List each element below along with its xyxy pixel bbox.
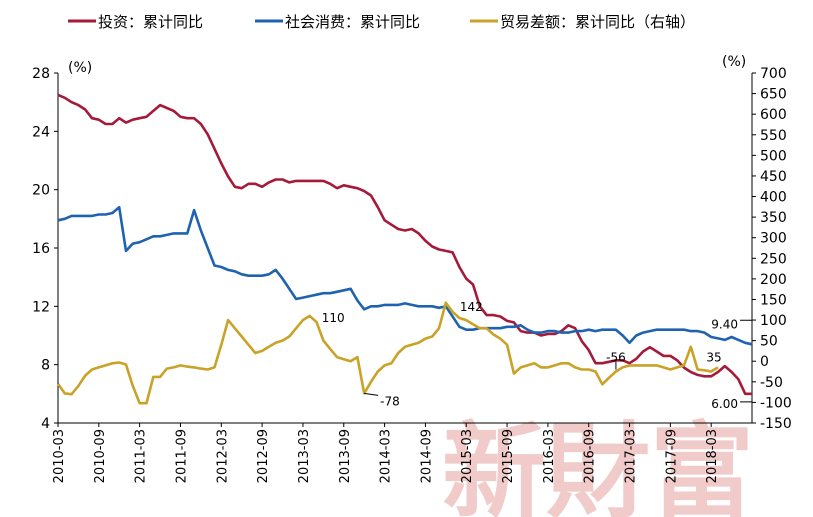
- axes: (%) (%): [57, 54, 753, 424]
- left-tick-label: 28: [32, 66, 50, 82]
- x-tick-label: 2016-09: [583, 429, 598, 483]
- x-tick-label: 2011-09: [174, 429, 189, 483]
- right-tick-label: -100: [760, 395, 792, 411]
- annotation-label: -78: [380, 394, 400, 408]
- annotation-label: 110: [322, 311, 345, 325]
- x-axis-ticks: 2010-03 2010-09 2011-03 2011-09 2012-03 2012-…: [52, 423, 720, 483]
- right-tick-label: -50: [760, 375, 783, 391]
- left-axis-unit: (%): [68, 60, 92, 76]
- right-tick-label: 350: [760, 210, 787, 226]
- x-tick-label: 2018-03: [705, 429, 720, 483]
- right-tick-label: 400: [760, 190, 787, 206]
- x-tick-label: 2016-03: [542, 429, 557, 483]
- right-tick-label: 50: [760, 334, 778, 350]
- x-tick-label: 2012-03: [215, 429, 230, 483]
- left-tick-label: 8: [41, 358, 50, 374]
- legend-label-2: 贸易差额：累计同比（右轴）: [500, 13, 695, 31]
- legend-label-1: 社会消费：累计同比: [285, 13, 420, 31]
- right-tick-label: 250: [760, 251, 787, 267]
- legend-label-0: 投资：累计同比: [98, 13, 203, 31]
- right-tick-label: 300: [760, 231, 787, 247]
- x-tick-label: 2010-03: [52, 429, 67, 483]
- annotation-leader: [740, 395, 753, 403]
- left-tick-label: 20: [32, 183, 50, 199]
- left-tick-label: 16: [32, 241, 50, 257]
- annotation-leader: [364, 392, 379, 396]
- annotation-label: -56: [606, 351, 626, 365]
- right-tick-label: 550: [760, 128, 787, 144]
- x-tick-label: 2015-09: [501, 429, 516, 483]
- right-tick-label: 100: [760, 313, 787, 329]
- series-lines: [56, 93, 753, 405]
- left-tick-label: 12: [32, 299, 50, 315]
- right-tick-label: 450: [760, 169, 787, 185]
- annotation-label: 142: [460, 300, 483, 314]
- series-line-0: [57, 93, 752, 396]
- x-tick-label: 2017-03: [624, 429, 639, 483]
- watermark: 新財富: [442, 410, 754, 517]
- x-tick-label: 2017-09: [664, 429, 679, 483]
- right-tick-label: 650: [760, 87, 787, 103]
- series-line-2: [56, 301, 719, 405]
- x-tick-label: 2013-09: [338, 429, 353, 483]
- series-line-1: [57, 205, 753, 346]
- x-tick-label: 2014-03: [379, 429, 394, 483]
- right-axis-unit: (%): [722, 54, 746, 70]
- right-tick-label: 150: [760, 292, 787, 308]
- annotation-label: 35: [706, 350, 721, 364]
- left-axis-ticks: 4 8 12 16 20 24 28: [32, 66, 58, 432]
- x-tick-label: 2011-03: [134, 429, 149, 483]
- x-tick-label: 2014-09: [419, 429, 434, 483]
- right-tick-label: 600: [760, 107, 787, 123]
- annotation-label: 9.40: [711, 317, 738, 331]
- left-tick-label: 4: [41, 416, 50, 432]
- right-tick-label: 700: [760, 66, 787, 82]
- left-tick-label: 24: [32, 124, 50, 140]
- x-tick-label: 2012-09: [256, 429, 271, 483]
- right-tick-label: -150: [760, 416, 792, 432]
- legend: 投资：累计同比 社会消费：累计同比 贸易差额：累计同比（右轴）: [68, 13, 695, 31]
- annotations: 110 -78 142 -56 35 9.40 6.00: [322, 300, 753, 411]
- x-tick-label: 2015-03: [460, 429, 475, 483]
- right-tick-label: 0: [760, 354, 769, 370]
- right-tick-label: 500: [760, 148, 787, 164]
- annotation-leader: [740, 319, 753, 343]
- right-tick-label: 200: [760, 272, 787, 288]
- annotation-label: 6.00: [711, 397, 738, 411]
- right-axis-ticks: -150 -100 -50 0 50 100 150 200 250 300 350 400 450 50…: [752, 66, 792, 432]
- x-tick-label: 2010-09: [93, 429, 108, 483]
- x-tick-label: 2013-03: [297, 429, 312, 483]
